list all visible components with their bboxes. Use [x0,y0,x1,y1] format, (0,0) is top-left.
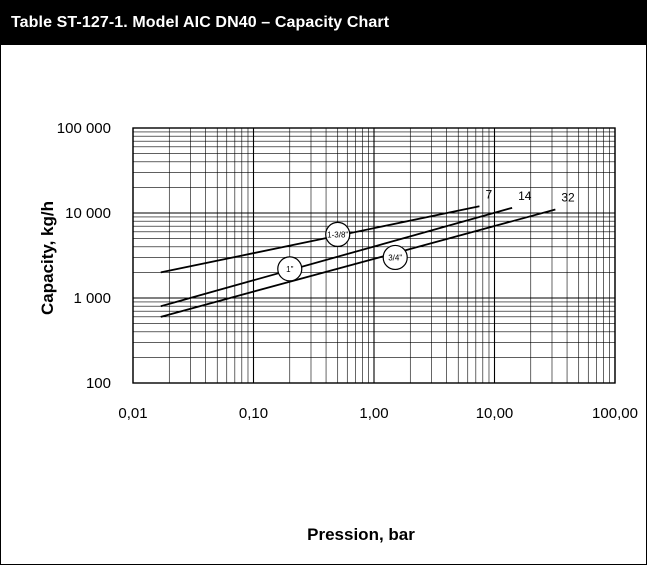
x-tick-label: 10,00 [476,405,514,422]
table-header: Table ST-127-1. Model AIC DN40 – Capacit… [1,1,646,45]
y-tick-label: 100 000 [57,120,111,137]
table-title: Table ST-127-1. Model AIC DN40 – Capacit… [11,14,390,31]
series-end-label: 7 [485,187,492,201]
x-tick-label: 0,10 [239,405,268,422]
series-end-label: 32 [561,190,575,204]
y-tick-label: 10 000 [65,205,111,222]
x-tick-label: 0,01 [118,405,147,422]
series-lines: 7 14 32 [160,187,575,318]
series-line [160,205,480,274]
series-line [160,206,513,308]
series-end-label: 14 [518,189,532,203]
series-marker [325,221,351,248]
series-markers: 1-3/8" 1" 3/4" [277,221,408,282]
y-tick-label: 1 000 [73,290,111,307]
tick-labels: 0,01 0,10 1,00 10,00 100,00 100 1 000 10 000 100… [57,120,638,422]
x-tick-label: 1,00 [359,405,388,422]
x-axis-label: Pression, bar [307,525,415,544]
y-tick-label: 100 [86,375,111,392]
series-marker-label: 1-3/8" [327,230,348,239]
series-marker [382,244,408,271]
plot-border [132,127,616,384]
x-tick-label: 100,00 [592,405,638,422]
series-marker-label: 1" [286,265,293,274]
series-marker [277,256,303,282]
series-line [160,208,556,318]
series-marker-label: 3/4" [388,253,402,262]
